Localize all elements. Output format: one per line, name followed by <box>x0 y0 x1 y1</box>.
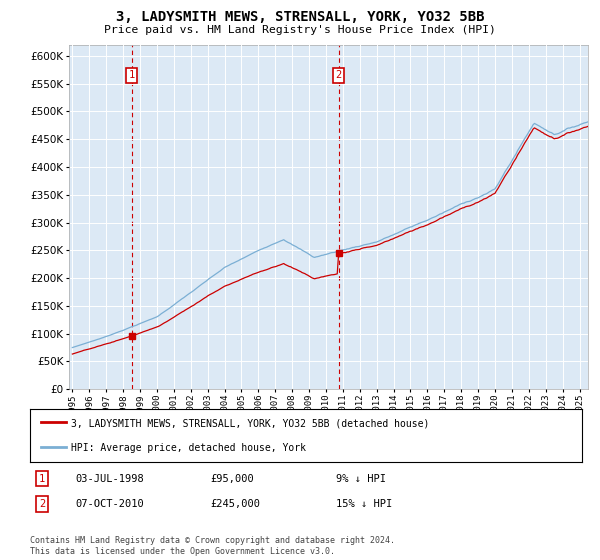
Text: HPI: Average price, detached house, York: HPI: Average price, detached house, York <box>71 443 307 453</box>
Text: 2: 2 <box>39 499 45 509</box>
Text: Contains HM Land Registry data © Crown copyright and database right 2024.
This d: Contains HM Land Registry data © Crown c… <box>30 536 395 556</box>
Text: 3, LADYSMITH MEWS, STRENSALL, YORK, YO32 5BB: 3, LADYSMITH MEWS, STRENSALL, YORK, YO32… <box>116 10 484 24</box>
Text: Price paid vs. HM Land Registry's House Price Index (HPI): Price paid vs. HM Land Registry's House … <box>104 25 496 35</box>
Text: 2: 2 <box>335 71 342 80</box>
Text: 1: 1 <box>128 71 134 80</box>
Text: 03-JUL-1998: 03-JUL-1998 <box>75 474 144 484</box>
Text: £95,000: £95,000 <box>210 474 254 484</box>
Text: £245,000: £245,000 <box>210 499 260 509</box>
Text: 07-OCT-2010: 07-OCT-2010 <box>75 499 144 509</box>
Text: 9% ↓ HPI: 9% ↓ HPI <box>336 474 386 484</box>
Text: 3, LADYSMITH MEWS, STRENSALL, YORK, YO32 5BB (detached house): 3, LADYSMITH MEWS, STRENSALL, YORK, YO32… <box>71 418 430 428</box>
Text: 15% ↓ HPI: 15% ↓ HPI <box>336 499 392 509</box>
Text: 1: 1 <box>39 474 45 484</box>
